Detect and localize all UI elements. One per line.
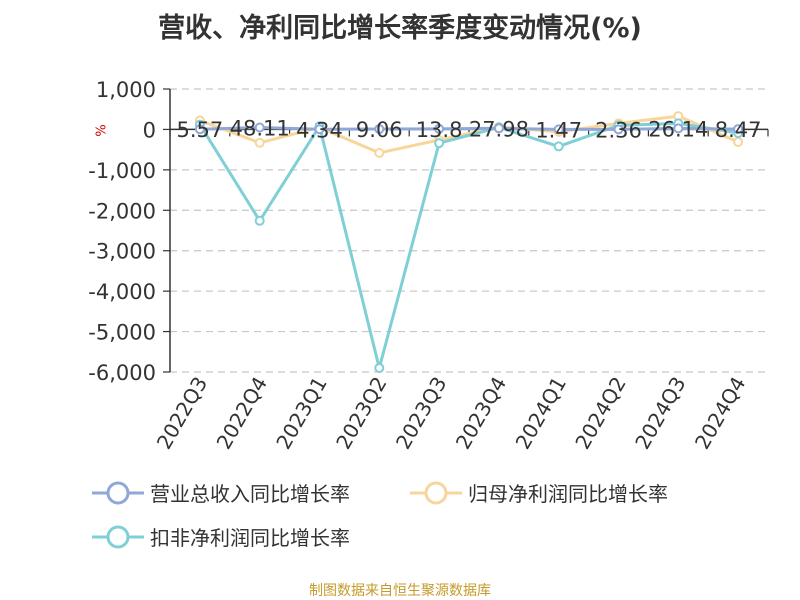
x-tick-label: 2023Q1 xyxy=(271,373,331,454)
data-label: 4.34 xyxy=(296,118,343,142)
y-tick-label: -4,000 xyxy=(88,280,156,304)
chart-title: 营收、净利同比增长率季度变动情况(%) xyxy=(158,13,642,44)
data-point xyxy=(434,123,445,134)
source-note: 制图数据来自恒生聚源数据库 xyxy=(309,583,491,599)
x-tick-label: 2024Q3 xyxy=(630,373,690,454)
data-label: 5.57 xyxy=(177,118,224,142)
data-point xyxy=(434,138,445,149)
data-point xyxy=(254,215,265,226)
data-point xyxy=(493,123,504,134)
data-label: 9.06 xyxy=(356,118,403,142)
y-tick-label: -1,000 xyxy=(88,159,156,183)
y-tick-label: -5,000 xyxy=(88,321,156,345)
data-label: 8.47 xyxy=(715,118,762,142)
data-point xyxy=(553,124,564,135)
x-tick-label: 2024Q4 xyxy=(690,373,750,454)
data-point xyxy=(374,147,385,158)
data-label: 13.8 xyxy=(416,118,463,142)
data-point xyxy=(254,137,265,148)
series-line xyxy=(199,125,739,131)
legend-label-revenue: 营业总收入同比增长率 xyxy=(150,482,350,506)
data-point xyxy=(553,141,564,152)
y-tick-label: 1,000 xyxy=(96,78,156,102)
data-label: 48.11 xyxy=(230,116,290,140)
data-label: 27.98 xyxy=(469,117,529,141)
x-tick-label: 2022Q3 xyxy=(152,373,212,454)
x-tick-label: 2023Q2 xyxy=(331,373,391,454)
legend-item-deducted-net-profit[interactable]: 扣非净利润同比增长率 xyxy=(92,522,350,551)
legend-marker-deducted-net-profit-icon xyxy=(92,525,144,548)
x-tick-label: 2023Q4 xyxy=(451,373,511,454)
x-tick-label: 2023Q3 xyxy=(391,372,451,453)
data-label: 1.47 xyxy=(535,118,582,142)
data-point xyxy=(374,124,385,135)
data-point xyxy=(733,124,744,135)
y-tick-label: -2,000 xyxy=(88,199,156,223)
data-point xyxy=(374,362,385,373)
y-tick-label: -6,000 xyxy=(88,361,156,385)
legend-item-net-profit[interactable]: 归母净利润同比增长率 xyxy=(410,478,668,507)
data-point xyxy=(194,124,205,135)
y-tick-label: -3,000 xyxy=(88,240,156,264)
x-tick-label: 2022Q4 xyxy=(212,373,272,454)
data-point xyxy=(613,124,624,135)
x-tick-label: 2024Q2 xyxy=(570,373,630,454)
data-point xyxy=(254,122,265,133)
y-tick-label: 0 xyxy=(143,118,156,142)
data-point xyxy=(314,124,325,135)
legend-marker-revenue-icon xyxy=(92,481,144,504)
data-label: 2.36 xyxy=(595,118,642,142)
data-point xyxy=(673,123,684,134)
x-tick-label: 2024Q1 xyxy=(511,373,571,454)
series-line xyxy=(199,114,739,155)
legend-marker-net-profit-icon xyxy=(410,481,462,504)
data-label: 26.14 xyxy=(648,117,708,141)
series-line xyxy=(198,121,739,370)
legend-item-revenue[interactable]: 营业总收入同比增长率 xyxy=(92,478,350,507)
legend-label-net-profit: 归母净利润同比增长率 xyxy=(468,482,668,506)
legend-label-deducted-net-profit: 扣非净利润同比增长率 xyxy=(150,526,350,550)
